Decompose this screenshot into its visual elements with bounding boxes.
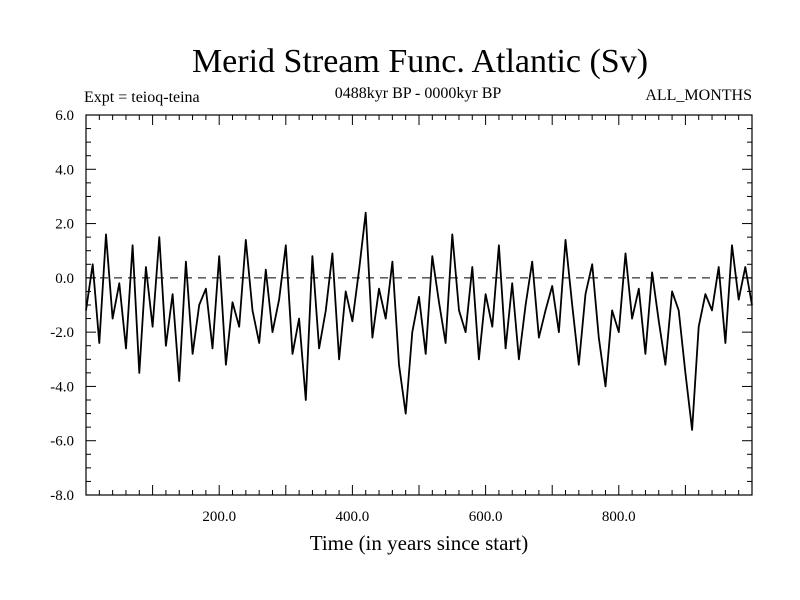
- y-tick-label: -6.0: [50, 434, 74, 450]
- x-tick-label: 200.0: [202, 509, 236, 525]
- y-tick-label: 0.0: [55, 271, 74, 287]
- y-tick-label: 2.0: [55, 217, 74, 233]
- subtitle-right: ALL_MONTHS: [645, 87, 752, 104]
- plot-frame: [85, 114, 753, 496]
- x-tick-label: 400.0: [336, 509, 370, 525]
- y-tick-label: 6.0: [55, 108, 74, 124]
- x-tick-label: 800.0: [602, 509, 636, 525]
- chart-title: Merid Stream Func. Atlantic (Sv): [192, 43, 648, 80]
- y-axis: 6.0 4.0 2.0 0.0 -2.0 -4.0 -6.0 -8.0: [50, 108, 752, 504]
- subtitle-center: 0488kyr BP - 0000kyr BP: [335, 85, 502, 102]
- y-tick-label: -2.0: [50, 325, 74, 341]
- series-line: [85, 211, 753, 431]
- subtitle-left: Expt = teioq-teina: [84, 89, 200, 106]
- y-tick-label: -8.0: [50, 488, 74, 504]
- y-tick-label: 4.0: [55, 162, 74, 178]
- x-axis: 200.0 400.0 600.0 800.0: [98, 115, 740, 525]
- y-tick-label: -4.0: [50, 379, 74, 395]
- x-axis-label: Time (in years since start): [310, 531, 529, 555]
- x-tick-label: 600.0: [469, 509, 503, 525]
